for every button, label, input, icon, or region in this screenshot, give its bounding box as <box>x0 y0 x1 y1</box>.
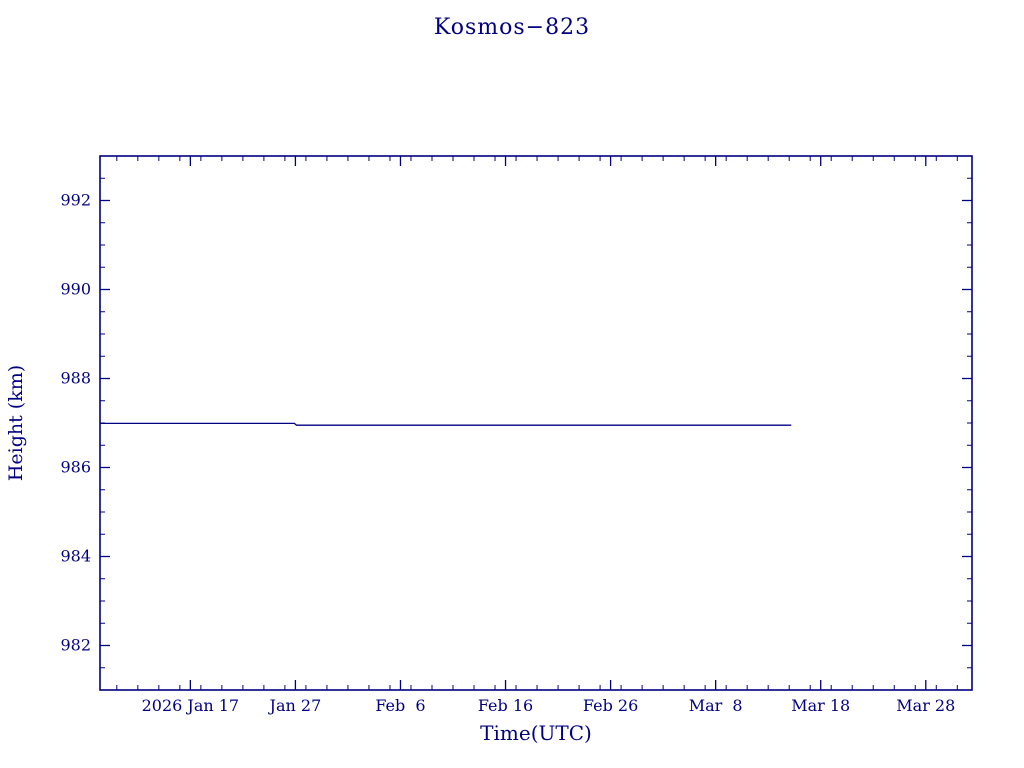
y-tick-label: 990 <box>60 280 91 299</box>
y-tick-label: 982 <box>60 636 91 655</box>
y-tick-label: 988 <box>60 369 91 388</box>
x-tick-label: Mar 8 <box>689 696 743 715</box>
x-tick-label: Feb 26 <box>583 696 638 715</box>
y-tick-label: 992 <box>60 191 91 210</box>
y-tick-label: 986 <box>60 458 91 477</box>
x-tick-label: Mar 18 <box>791 696 850 715</box>
x-tick-label: Feb 6 <box>375 696 425 715</box>
x-tick-label: Mar 28 <box>896 696 955 715</box>
x-tick-label: Jan 27 <box>268 696 322 715</box>
x-tick-label: 2026 Jan 17 <box>142 696 240 715</box>
x-axis-label: Time(UTC) <box>480 721 592 745</box>
x-tick-label: Feb 16 <box>478 696 533 715</box>
chart-title: Kosmos−823 <box>433 15 591 40</box>
height-data-line <box>100 422 792 426</box>
y-tick-label: 984 <box>60 547 91 566</box>
